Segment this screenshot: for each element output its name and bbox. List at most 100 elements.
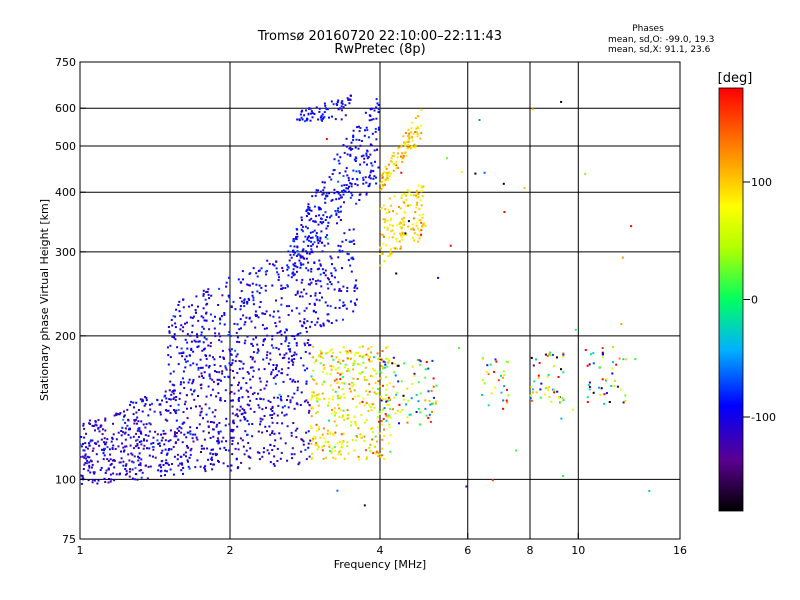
data-point xyxy=(421,216,424,219)
data-point xyxy=(386,365,389,368)
data-point xyxy=(246,335,249,338)
data-point xyxy=(270,408,272,411)
data-point xyxy=(366,163,368,166)
data-point xyxy=(240,386,243,389)
data-point xyxy=(308,404,311,406)
data-point xyxy=(399,207,402,210)
data-point xyxy=(239,437,242,440)
data-point xyxy=(102,458,105,461)
data-point xyxy=(164,432,167,435)
data-point xyxy=(122,464,125,467)
data-point xyxy=(232,370,234,372)
data-point xyxy=(362,354,365,357)
data-point xyxy=(408,137,411,139)
data-point xyxy=(140,458,143,461)
data-point xyxy=(232,436,235,439)
data-point xyxy=(271,449,274,451)
data-point xyxy=(562,399,565,402)
data-point xyxy=(309,119,312,122)
data-point xyxy=(373,356,375,359)
data-point xyxy=(162,429,165,432)
data-point xyxy=(351,381,354,384)
data-point xyxy=(182,381,185,384)
data-point xyxy=(230,306,233,309)
data-point xyxy=(86,455,89,458)
data-point xyxy=(122,418,125,421)
data-point xyxy=(377,358,380,360)
data-point xyxy=(278,432,281,435)
data-point xyxy=(178,310,181,313)
data-point xyxy=(132,435,135,438)
data-point xyxy=(353,290,356,292)
data-point xyxy=(530,385,533,388)
data-point xyxy=(352,383,355,386)
data-point xyxy=(319,280,322,283)
data-point xyxy=(343,366,346,369)
data-point xyxy=(320,241,323,244)
data-point xyxy=(132,401,135,404)
data-point xyxy=(124,473,127,476)
data-point xyxy=(132,461,135,464)
data-point xyxy=(238,328,241,331)
data-point xyxy=(363,404,366,407)
data-point xyxy=(350,351,353,354)
data-point xyxy=(110,440,113,443)
data-point xyxy=(399,245,402,248)
data-point xyxy=(203,347,206,350)
data-point xyxy=(318,208,321,211)
data-point xyxy=(319,208,322,211)
data-point xyxy=(622,401,625,404)
data-point xyxy=(166,346,169,349)
data-point xyxy=(611,367,614,370)
data-point xyxy=(315,298,318,301)
data-point xyxy=(295,228,298,231)
data-point xyxy=(240,290,243,293)
data-point xyxy=(189,388,192,391)
data-point xyxy=(306,208,309,211)
data-point xyxy=(385,400,388,403)
data-point xyxy=(342,432,345,435)
data-point xyxy=(91,439,94,442)
data-point xyxy=(313,261,316,264)
data-point xyxy=(197,368,200,371)
data-point xyxy=(208,328,211,331)
data-point xyxy=(153,410,156,413)
data-point xyxy=(620,323,623,326)
data-point xyxy=(382,218,385,221)
data-point xyxy=(166,419,169,422)
data-point xyxy=(236,415,239,418)
data-point xyxy=(181,355,184,358)
data-point xyxy=(236,371,239,374)
data-point xyxy=(346,357,349,360)
data-point xyxy=(276,460,279,462)
data-point xyxy=(335,102,338,105)
data-point xyxy=(282,380,285,383)
data-point xyxy=(173,333,176,336)
data-point xyxy=(191,331,194,334)
data-point xyxy=(219,335,222,338)
data-point xyxy=(92,425,95,427)
data-point xyxy=(358,139,361,141)
data-point xyxy=(286,425,289,428)
data-point xyxy=(135,411,138,414)
data-point xyxy=(328,419,330,422)
data-point xyxy=(158,442,161,445)
data-point xyxy=(531,388,534,391)
data-point xyxy=(200,447,203,450)
data-point xyxy=(182,472,184,475)
data-point xyxy=(408,413,411,416)
data-point xyxy=(349,390,352,393)
data-point xyxy=(434,400,437,403)
data-point xyxy=(129,444,132,447)
data-point xyxy=(122,431,124,434)
data-point xyxy=(125,463,128,466)
data-point xyxy=(172,315,175,318)
data-point xyxy=(365,181,368,184)
data-point xyxy=(398,146,401,149)
data-point xyxy=(347,369,350,372)
data-point xyxy=(306,342,309,344)
data-point xyxy=(300,281,303,284)
data-point xyxy=(301,225,304,228)
data-point xyxy=(420,185,423,188)
data-point xyxy=(190,447,193,450)
